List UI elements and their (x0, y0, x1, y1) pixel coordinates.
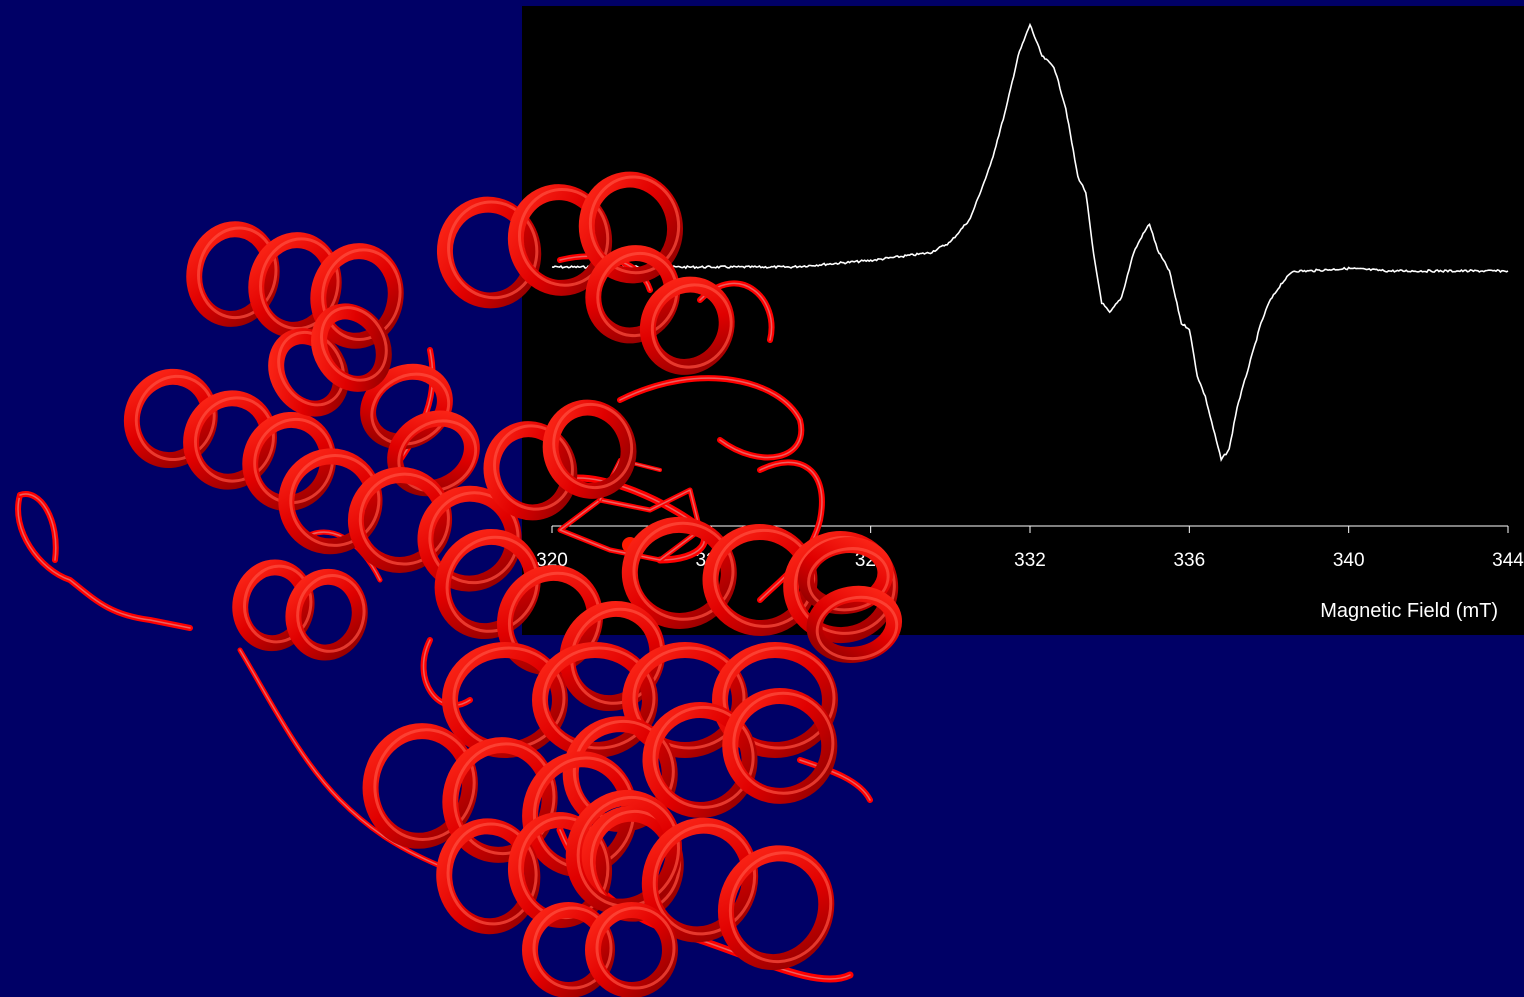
x-tick-label: 332 (1014, 550, 1046, 571)
x-tick-label: 340 (1333, 550, 1365, 571)
x-tick-label: 344 (1492, 550, 1524, 571)
x-axis (551, 525, 1509, 533)
spectrum-line (551, 22, 1509, 463)
epr-spectrum-chart: 320 324 328 332 336 340 344 Magnetic Field (mT… (536, 22, 1524, 622)
epr-spectrum-panel: 320 324 328 332 336 340 344 Magnetic Field (mT… (522, 6, 1524, 635)
x-tick-labels: 320 324 328 332 336 340 344 (536, 550, 1524, 571)
x-tick-label: 324 (695, 550, 727, 571)
x-tick-label: 336 (1173, 550, 1205, 571)
x-axis-title: Magnetic Field (mT) (1320, 600, 1498, 622)
x-tick-label: 328 (855, 550, 887, 571)
x-tick-label: 320 (536, 550, 568, 571)
